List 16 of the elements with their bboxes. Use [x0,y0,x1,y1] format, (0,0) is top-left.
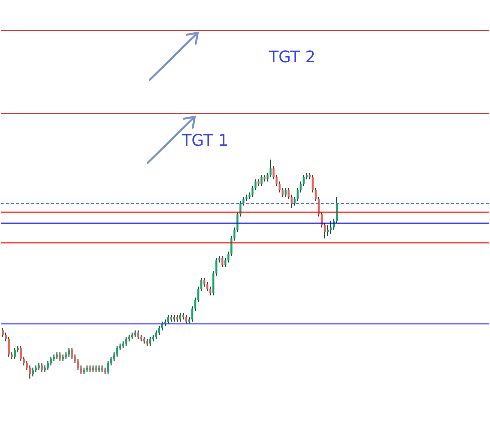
candlestick [8,336,10,358]
ref-line-label: TGT 1 [181,130,229,150]
candlestick [77,358,80,371]
candlestick [260,174,263,187]
candlestick [252,186,254,198]
candlestick [107,360,110,375]
candlestick [71,348,74,360]
candlestick [116,345,118,358]
candlestick [254,179,257,192]
candlestick [29,365,32,380]
candlestick [14,348,16,360]
candlestick [330,220,332,235]
candlestick [270,159,272,178]
candlestick [20,345,22,362]
candlestick [222,256,224,268]
ref-line-label: TGT 2 [268,48,316,67]
